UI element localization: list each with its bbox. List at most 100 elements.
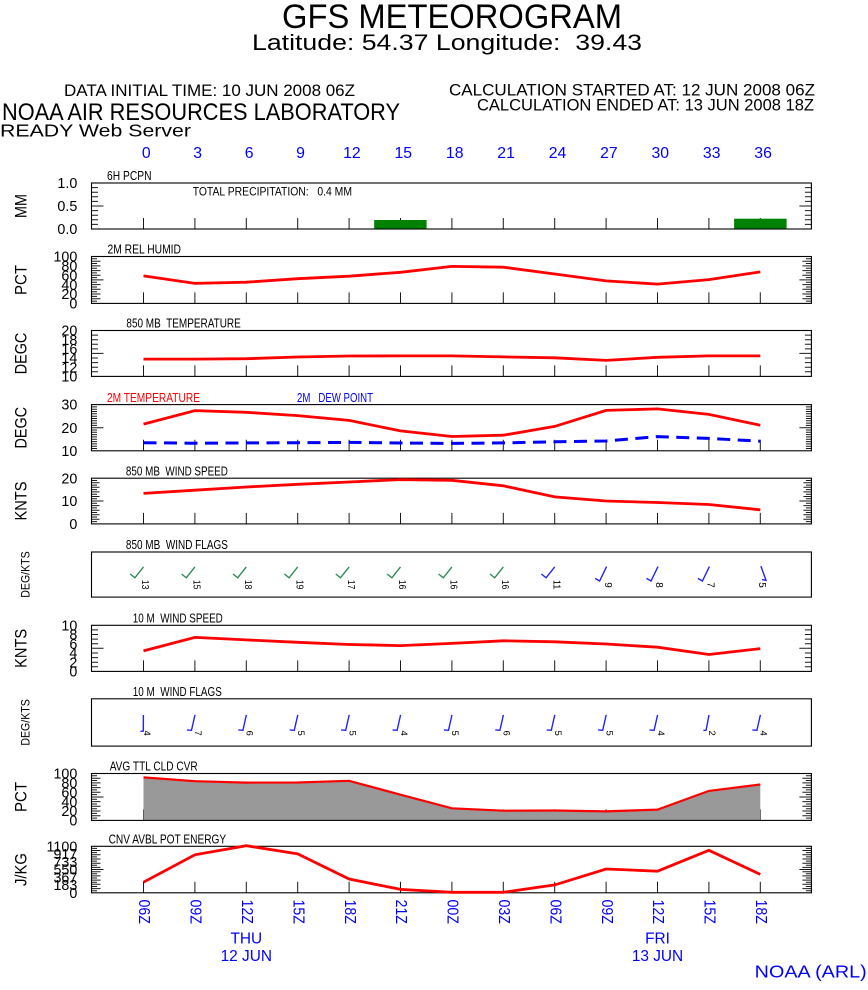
- svg-text:13: 13: [139, 580, 151, 590]
- svg-text:5: 5: [552, 731, 563, 736]
- svg-text:18: 18: [446, 145, 464, 162]
- svg-text:15Z: 15Z: [289, 900, 306, 925]
- svg-text:1.0: 1.0: [57, 176, 77, 192]
- svg-text:5: 5: [449, 731, 460, 736]
- svg-text:2: 2: [69, 655, 77, 671]
- svg-text:10: 10: [61, 444, 77, 460]
- svg-text:733: 733: [53, 855, 77, 871]
- svg-text:5: 5: [346, 731, 357, 736]
- svg-text:FRI: FRI: [645, 931, 670, 948]
- svg-text:8: 8: [653, 582, 665, 588]
- svg-text:2M REL HUMID: 2M REL HUMID: [108, 243, 182, 257]
- svg-text:09Z: 09Z: [187, 900, 204, 925]
- svg-text:5: 5: [603, 731, 614, 736]
- svg-text:DATA INITIAL TIME: 10 JUN 2008: DATA INITIAL TIME: 10 JUN 2008 06Z: [64, 82, 355, 100]
- svg-text:367: 367: [53, 870, 77, 886]
- svg-text:9: 9: [602, 582, 614, 588]
- svg-text:40: 40: [61, 795, 77, 811]
- svg-text:CNV AVBL POT ENERGY: CNV AVBL POT ENERGY: [109, 833, 227, 847]
- svg-text:1100: 1100: [47, 839, 78, 855]
- svg-text:0: 0: [69, 297, 77, 313]
- svg-text:30: 30: [652, 145, 670, 162]
- svg-text:NOAA AIR RESOURCES LABORATORY: NOAA AIR RESOURCES LABORATORY: [2, 99, 400, 126]
- svg-text:2M DEW POINT: 2M DEW POINT: [297, 391, 373, 405]
- svg-text:DEGC: DEGC: [13, 333, 31, 375]
- svg-text:2M TEMPERATURE: 2M TEMPERATURE: [107, 391, 200, 405]
- svg-text:183: 183: [53, 878, 77, 894]
- svg-text:2: 2: [706, 731, 717, 736]
- svg-text:KNTS: KNTS: [13, 629, 31, 668]
- svg-text:0: 0: [69, 665, 77, 681]
- svg-text:DEGC: DEGC: [13, 407, 31, 449]
- svg-text:13 JUN: 13 JUN: [632, 948, 683, 965]
- svg-text:20: 20: [61, 471, 77, 487]
- svg-text:8: 8: [69, 628, 77, 644]
- svg-text:6: 6: [244, 731, 255, 736]
- svg-text:THU: THU: [230, 931, 262, 948]
- svg-text:12 JUN: 12 JUN: [221, 948, 272, 965]
- svg-text:PCT: PCT: [13, 782, 31, 812]
- svg-text:KNTS: KNTS: [13, 482, 31, 521]
- svg-text:0: 0: [142, 145, 151, 162]
- svg-text:4: 4: [758, 731, 769, 736]
- svg-text:18Z: 18Z: [341, 900, 358, 925]
- svg-text:10: 10: [61, 494, 77, 510]
- svg-text:10 M WIND SPEED: 10 M WIND SPEED: [133, 612, 223, 626]
- svg-text:30: 30: [61, 398, 77, 414]
- svg-text:READY Web Server: READY Web Server: [0, 121, 191, 141]
- svg-text:12: 12: [61, 360, 77, 376]
- svg-text:16: 16: [396, 580, 408, 590]
- svg-text:09Z: 09Z: [598, 900, 615, 925]
- svg-text:850 MB TEMPERATURE: 850 MB TEMPERATURE: [126, 317, 240, 331]
- svg-text:850 MB WIND FLAGS: 850 MB WIND FLAGS: [126, 538, 228, 552]
- svg-text:60: 60: [61, 268, 77, 284]
- svg-text:14: 14: [61, 351, 77, 367]
- svg-text:19: 19: [293, 580, 305, 590]
- svg-text:6: 6: [245, 145, 254, 162]
- svg-text:DEG/KTS: DEG/KTS: [18, 699, 32, 745]
- svg-text:03Z: 03Z: [495, 900, 512, 925]
- svg-text:MM: MM: [13, 194, 31, 218]
- svg-text:GFS METEOROGRAM: GFS METEOROGRAM: [282, 0, 622, 36]
- svg-text:16: 16: [499, 580, 511, 590]
- svg-text:12: 12: [343, 145, 361, 162]
- svg-text:15: 15: [191, 580, 203, 590]
- svg-text:4: 4: [655, 731, 666, 736]
- svg-text:4: 4: [398, 731, 409, 736]
- svg-text:AVG TTL CLD CVR: AVG TTL CLD CVR: [110, 760, 198, 774]
- svg-text:4: 4: [141, 731, 152, 736]
- svg-text:10: 10: [61, 618, 77, 634]
- svg-text:850 MB WIND SPEED: 850 MB WIND SPEED: [126, 464, 228, 478]
- svg-text:3: 3: [193, 145, 202, 162]
- svg-text:27: 27: [600, 145, 618, 162]
- svg-text:06Z: 06Z: [135, 900, 152, 925]
- svg-text:917: 917: [53, 847, 77, 863]
- svg-text:40: 40: [61, 278, 77, 294]
- svg-text:15Z: 15Z: [701, 900, 718, 925]
- svg-text:21Z: 21Z: [392, 900, 409, 925]
- svg-text:60: 60: [61, 785, 77, 801]
- svg-text:5: 5: [295, 731, 306, 736]
- svg-text:NOAA (ARL): NOAA (ARL): [755, 961, 867, 981]
- svg-text:17: 17: [345, 580, 357, 590]
- svg-text:80: 80: [61, 259, 77, 275]
- svg-text:00Z: 00Z: [444, 900, 461, 925]
- svg-text:0: 0: [69, 814, 77, 830]
- svg-text:Latitude: 54.37 Longitude: 39: Latitude: 54.37 Longitude: 39.43: [252, 30, 642, 55]
- svg-text:DEG/KTS: DEG/KTS: [18, 551, 32, 597]
- svg-text:20: 20: [61, 421, 77, 437]
- svg-text:0: 0: [69, 517, 77, 533]
- svg-text:15: 15: [395, 145, 413, 162]
- svg-text:20: 20: [61, 324, 77, 340]
- svg-text:J/KG: J/KG: [13, 853, 31, 886]
- svg-text:21: 21: [497, 145, 515, 162]
- svg-text:12Z: 12Z: [238, 900, 255, 925]
- svg-text:5: 5: [756, 582, 768, 588]
- svg-text:9: 9: [296, 145, 305, 162]
- svg-text:100: 100: [53, 767, 77, 783]
- svg-text:CALCULATION STARTED AT: 12 JUN: CALCULATION STARTED AT: 12 JUN 2008 06Z: [449, 82, 815, 100]
- svg-text:100: 100: [53, 250, 77, 266]
- svg-text:0.0: 0.0: [57, 222, 77, 238]
- svg-text:80: 80: [61, 776, 77, 792]
- svg-text:16: 16: [448, 580, 460, 590]
